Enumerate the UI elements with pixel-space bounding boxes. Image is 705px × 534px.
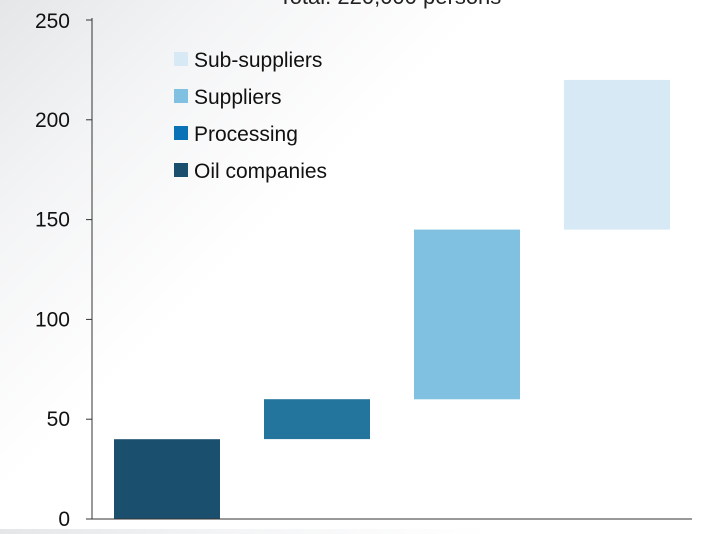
- y-tick-label: 0: [58, 508, 70, 529]
- legend-swatch-sub-suppliers: [174, 52, 188, 66]
- y-tick-label: 50: [47, 408, 70, 431]
- bar-oil-companies: [114, 439, 220, 519]
- y-tick-label: 200: [35, 109, 70, 132]
- bar-suppliers: [414, 229, 520, 400]
- bars-group: [114, 79, 670, 519]
- legend-label-sub-suppliers: Sub-suppliers: [194, 49, 322, 72]
- axis-group: 0 50 100 150 200 250: [35, 10, 692, 531]
- bar-processing: [264, 399, 370, 440]
- y-tick-label: 250: [35, 10, 70, 33]
- chart-title: Total: 220,000 persons: [279, 0, 502, 9]
- legend-swatch-suppliers: [174, 89, 188, 103]
- legend: Sub-suppliers Suppliers Processing Oil comp…: [174, 49, 327, 183]
- y-tick-label: 100: [35, 308, 70, 331]
- y-tick-label: 150: [35, 209, 70, 232]
- legend-label-processing: Processing: [194, 123, 298, 146]
- legend-swatch-processing: [174, 126, 188, 140]
- legend-label-oil-companies: Oil companies: [194, 160, 327, 183]
- bar-sub-suppliers: [564, 79, 670, 230]
- legend-swatch-oil-companies: [174, 163, 188, 177]
- legend-label-suppliers: Suppliers: [194, 86, 282, 109]
